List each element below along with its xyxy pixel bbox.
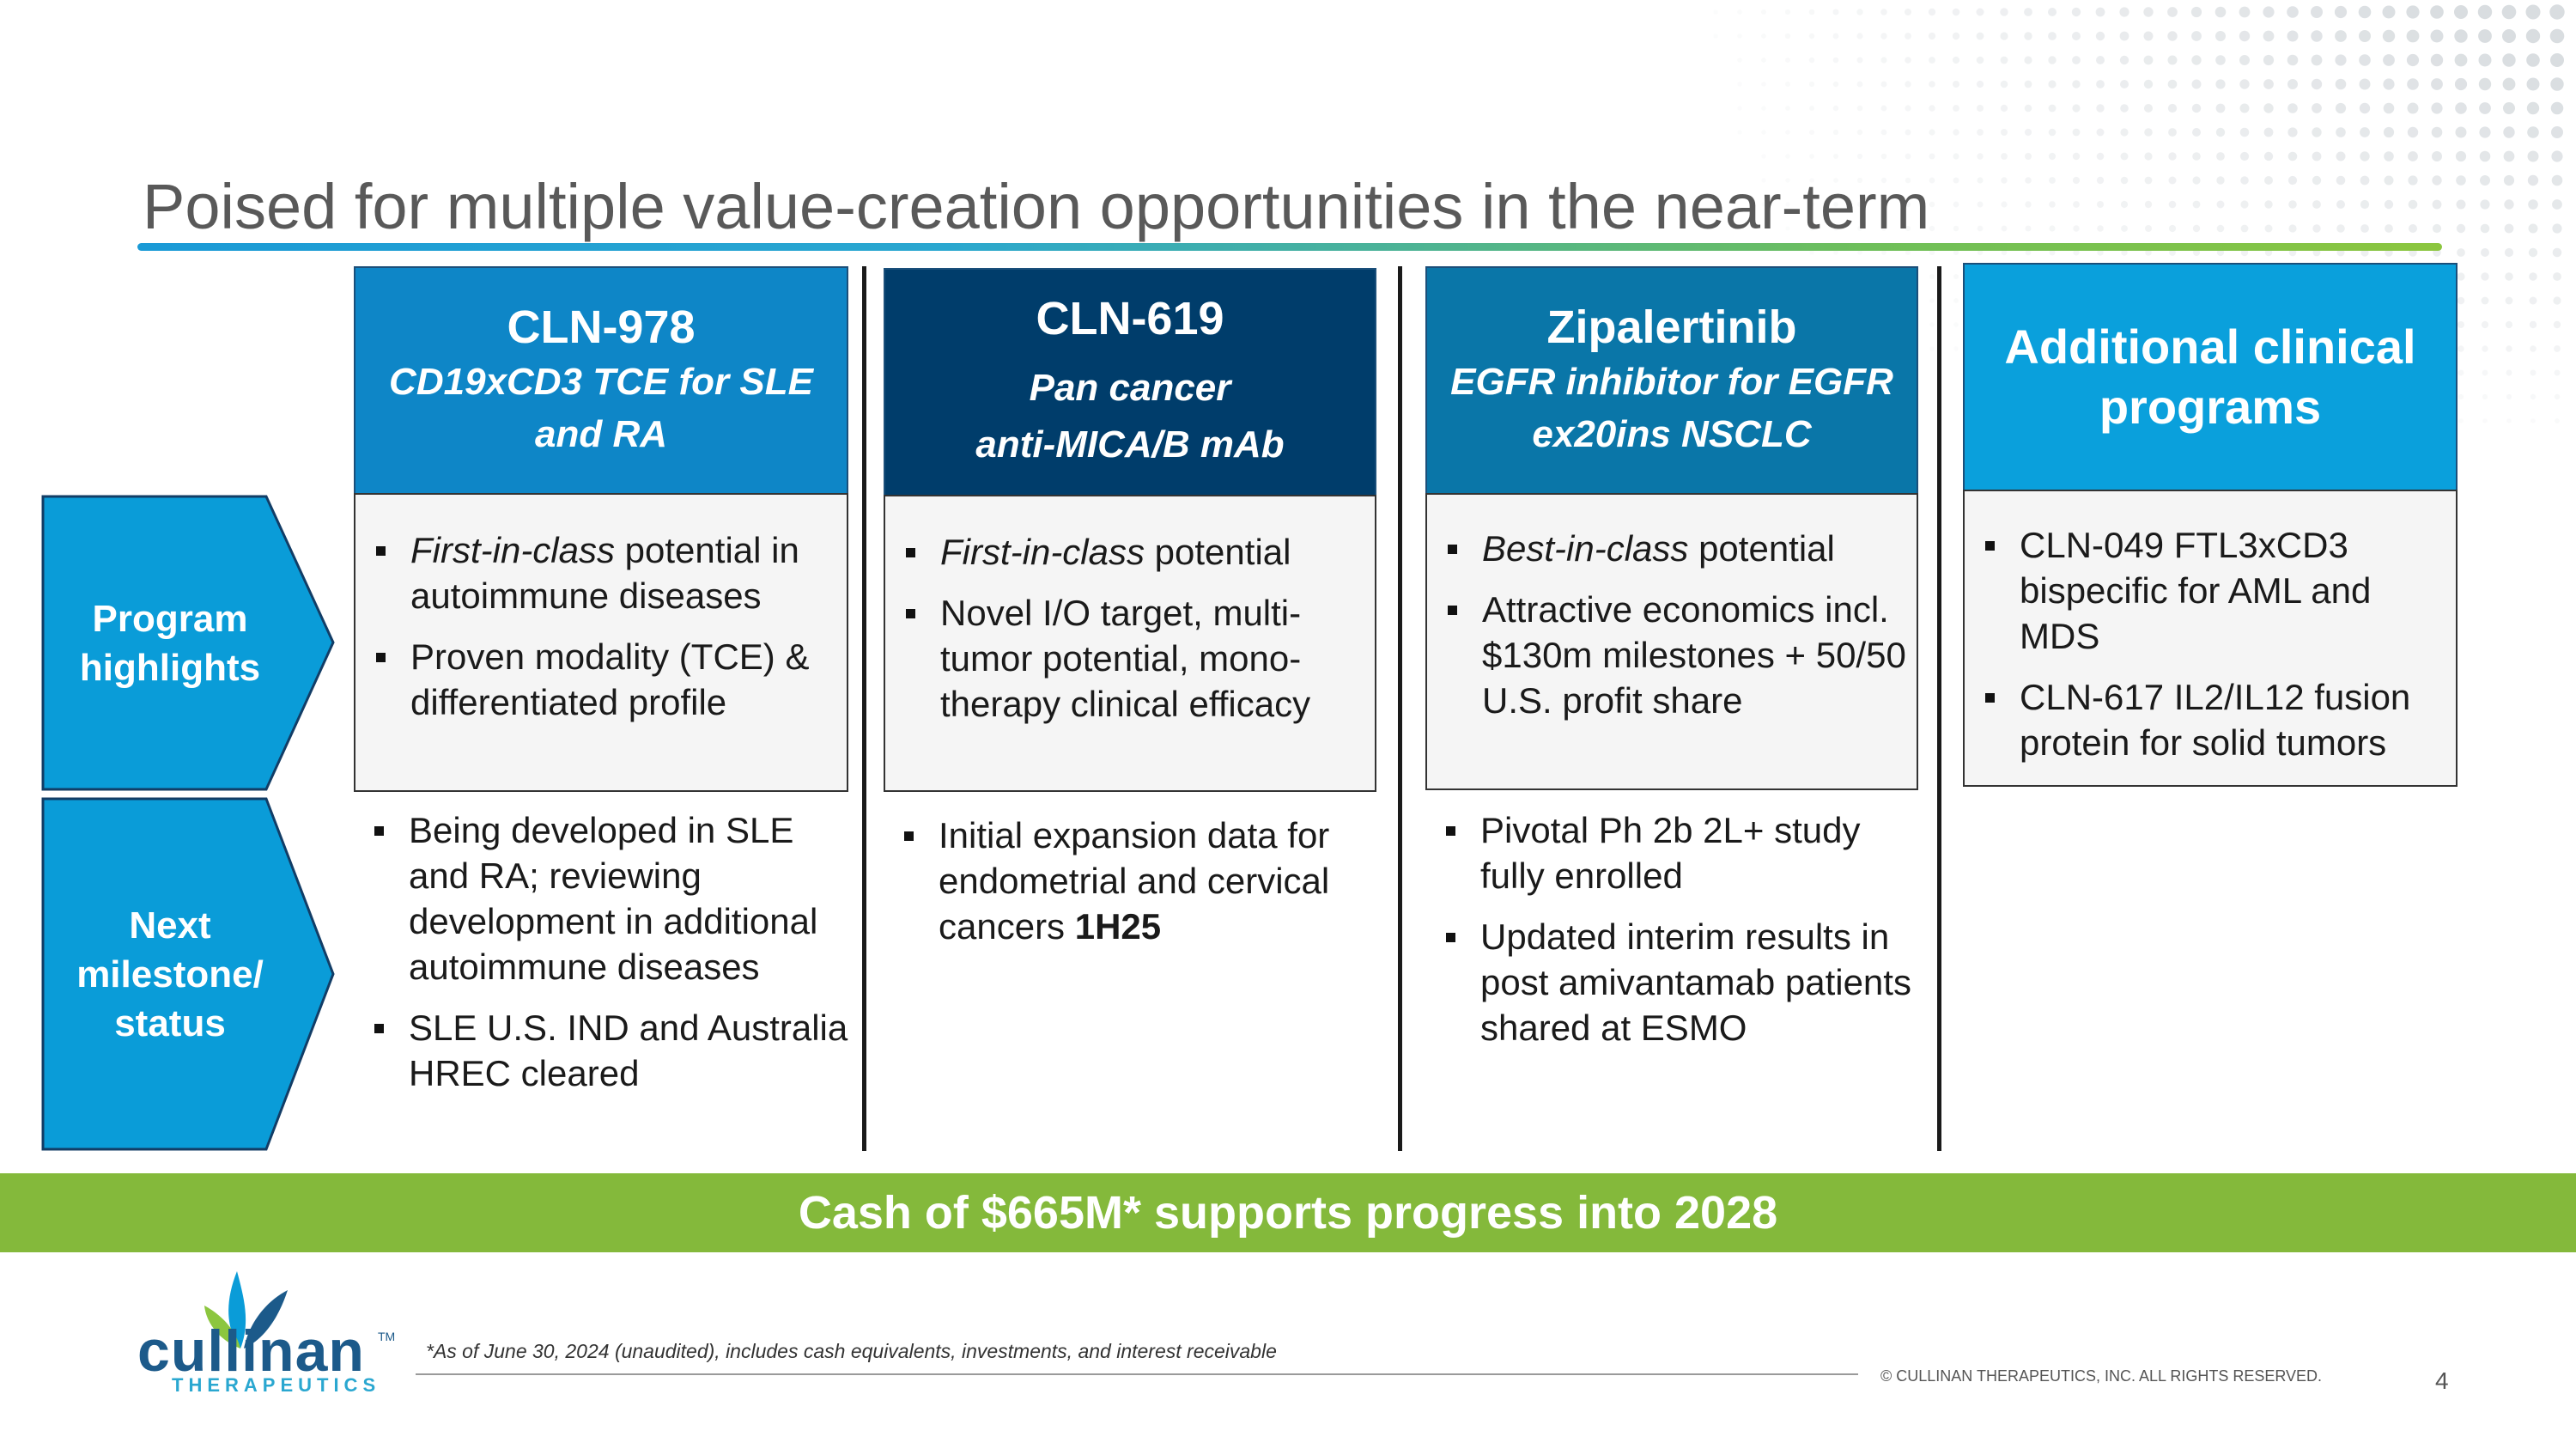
chevron-arrow-shape: [41, 495, 335, 791]
column-header-cln-619: CLN-619 Pan cancer anti-MICA/B mAb: [884, 268, 1376, 496]
highlights-box-cln-978: First-in-class potential in autoimmune d…: [354, 493, 848, 792]
logo-subtitle: THERAPEUTICS: [172, 1374, 381, 1396]
cullinan-leaf-logo-icon: [204, 1271, 288, 1349]
program-subtitle-line: CD19xCD3 TCE for SLE: [389, 360, 813, 403]
list-item: Updated interim results in post amivanta…: [1432, 914, 1922, 1050]
program-subtitle-line: EGFR inhibitor for EGFR: [1450, 360, 1893, 403]
milestones-cln-619: Initial expansion data for endometrial a…: [890, 813, 1380, 965]
highlights-box-zipalertinib: Best-in-class potential Attractive econo…: [1425, 493, 1918, 790]
milestones-zipalertinib: Pivotal Ph 2b 2L+ study fully enrolled U…: [1432, 807, 1922, 1066]
list-item: SLE U.S. IND and Australia HREC cleared: [361, 1005, 859, 1096]
program-name-line: programs: [2099, 380, 2322, 434]
footer-divider: [416, 1373, 1858, 1375]
logo-wordmark: cullinan: [137, 1318, 365, 1384]
column-header-additional-programs: Additional clinical programs: [1963, 263, 2458, 491]
program-name: Zipalertinib: [1546, 301, 1797, 353]
milestones-cln-978: Being developed in SLE and RA; reviewing…: [361, 807, 859, 1111]
cash-banner: Cash of $665M* supports progress into 20…: [0, 1173, 2576, 1252]
row-label-next-milestone: Next milestone/ status: [41, 797, 337, 1151]
list-item: CLN-617 IL2/IL12 fusion protein for soli…: [1971, 674, 2447, 765]
slide-title: Poised for multiple value-creation oppor…: [143, 171, 1930, 242]
program-subtitle-line: ex20ins NSCLC: [1532, 413, 1812, 456]
program-name: CLN-619: [1036, 292, 1224, 344]
program-subtitle-line: anti-MICA/B mAb: [975, 423, 1285, 466]
program-subtitle-line: and RA: [535, 413, 667, 456]
list-item: Being developed in SLE and RA; reviewing…: [361, 807, 859, 989]
list-item: Attractive economics incl. $130m milesto…: [1434, 587, 1908, 723]
page-number: 4: [2435, 1367, 2449, 1394]
list-item: First-in-class potential: [892, 529, 1366, 575]
row-label-text: Program highlights: [79, 597, 261, 689]
logo-trademark: TM: [378, 1330, 396, 1343]
row-label-program-highlights: Program highlights: [41, 495, 337, 791]
list-item: Pivotal Ph 2b 2L+ study fully enrolled: [1432, 807, 1922, 898]
column-header-zipalertinib: Zipalertinib EGFR inhibitor for EGFR ex2…: [1425, 266, 1918, 495]
list-item: Proven modality (TCE) & differentiated p…: [362, 634, 838, 725]
list-item: Novel I/O target, multi-tumor potential,…: [892, 590, 1366, 727]
program-name: CLN-978: [507, 301, 696, 353]
program-subtitle-line: Pan cancer: [1029, 367, 1231, 410]
column-divider: [1937, 266, 1941, 1151]
title-underline-gradient: [137, 243, 2442, 251]
list-item: First-in-class potential in autoimmune d…: [362, 527, 838, 618]
footnote: *As of June 30, 2024 (unaudited), includ…: [426, 1340, 1277, 1362]
highlights-box-additional-programs: CLN-049 FTL3xCD3 bispecific for AML and …: [1963, 490, 2458, 787]
row-label-text: Next milestone/ status: [76, 904, 264, 1044]
program-name-line: Additional clinical: [2004, 320, 2416, 374]
column-divider: [862, 266, 866, 1151]
column-header-cln-978: CLN-978 CD19xCD3 TCE for SLE and RA: [354, 266, 848, 495]
highlights-box-cln-619: First-in-class potential Novel I/O targe…: [884, 495, 1376, 792]
list-item: CLN-049 FTL3xCD3 bispecific for AML and …: [1971, 522, 2447, 659]
list-item: Initial expansion data for endometrial a…: [890, 813, 1380, 949]
column-divider: [1398, 266, 1402, 1151]
copyright-notice: © CULLINAN THERAPEUTICS, INC. ALL RIGHTS…: [1880, 1367, 2323, 1385]
list-item: Best-in-class potential: [1434, 526, 1908, 571]
chevron-arrow-shape: [41, 797, 335, 1151]
